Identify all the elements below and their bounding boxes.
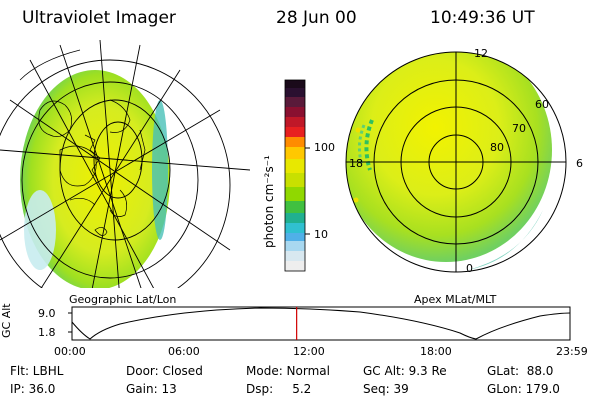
lat-label-70: 70 xyxy=(512,122,526,135)
aurora-emission-left xyxy=(20,70,170,288)
x-tick-2359: 23:59 xyxy=(556,345,588,358)
info-dsp: Dsp: 5.2 xyxy=(246,382,312,396)
coastlines xyxy=(19,49,146,236)
y-tick-1-8: 1.8 xyxy=(38,326,56,339)
color-scale-bar xyxy=(284,79,310,272)
info-filter: Flt: LBHL xyxy=(10,364,64,378)
x-tick-0600: 06:00 xyxy=(168,345,200,358)
altitude-curve xyxy=(71,307,571,340)
colorbar-tick-100: 100 xyxy=(314,141,335,154)
altitude-timeline xyxy=(68,306,571,341)
mlt-label-12: 12 xyxy=(474,47,488,60)
timeline-y-label: GC Alt xyxy=(0,303,13,338)
time-label: 10:49:36 UT xyxy=(430,8,535,28)
lat-label-60: 60 xyxy=(535,98,549,111)
instrument-title: Ultraviolet Imager xyxy=(22,8,176,28)
info-seq: Seq: 39 xyxy=(363,382,409,396)
mlt-label-6: 6 xyxy=(576,157,583,170)
info-door: Door: Closed xyxy=(126,364,203,378)
colorbar-unit-label: photon cm⁻²s⁻¹ xyxy=(262,155,276,248)
lat-label-80: 80 xyxy=(490,141,504,154)
aurora-emission-right xyxy=(346,52,552,262)
info-mode: Mode: Normal xyxy=(246,364,330,378)
geographic-map xyxy=(0,40,250,288)
info-glat: GLat: 88.0 xyxy=(487,364,554,378)
date-label: 28 Jun 00 xyxy=(276,8,357,28)
mlt-label-18: 18 xyxy=(349,157,363,170)
y-tick-9: 9.0 xyxy=(38,307,56,320)
geographic-caption: Geographic Lat/Lon xyxy=(69,293,177,306)
colorbar-tick-10: 10 xyxy=(314,228,328,241)
info-glon: GLon: 179.0 xyxy=(487,382,560,396)
graticule-lines xyxy=(0,40,250,288)
info-ip: IP: 36.0 xyxy=(10,382,56,396)
x-tick-0000: 00:00 xyxy=(54,345,86,358)
info-gain: Gain: 13 xyxy=(126,382,177,396)
x-tick-1200: 12:00 xyxy=(293,345,325,358)
mlt-label-0: 0 xyxy=(466,262,473,275)
apex-caption: Apex MLat/MLT xyxy=(414,293,497,306)
x-tick-1800: 18:00 xyxy=(420,345,452,358)
info-gc-alt: GC Alt: 9.3 Re xyxy=(363,364,447,378)
